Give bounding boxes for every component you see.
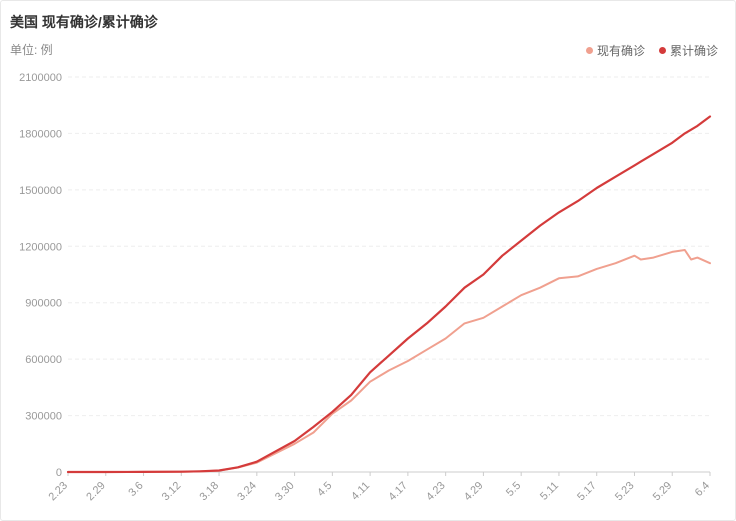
legend-item-cumulative[interactable]: 累计确诊 — [658, 42, 718, 59]
x-tick-label: 5.29 — [651, 480, 675, 504]
x-tick-label: 3.18 — [198, 480, 222, 504]
x-tick-label: 4.11 — [349, 480, 372, 503]
y-tick-label: 300000 — [25, 411, 62, 423]
x-tick-label: 4.17 — [386, 480, 410, 504]
y-tick-label: 600000 — [25, 354, 62, 366]
legend: 现有确诊 累计确诊 — [585, 42, 718, 59]
y-tick-label: 2100000 — [19, 72, 62, 84]
x-tick-label: 3.6 — [126, 480, 145, 499]
x-tick-label: 6.4 — [693, 480, 712, 499]
series-line-current — [67, 249, 711, 473]
y-tick-label: 0 — [56, 467, 62, 479]
y-tick-label: 1200000 — [19, 241, 62, 253]
legend-dot-cumulative — [658, 47, 666, 54]
x-tick-label: 2.29 — [84, 480, 108, 504]
x-tick-label: 3.24 — [235, 480, 259, 504]
x-tick-label: 5.11 — [538, 480, 561, 503]
x-tick-label: 4.5 — [315, 480, 334, 499]
chart-title: 美国 现有确诊/累计确诊 — [10, 14, 158, 30]
legend-dot-current — [585, 47, 593, 54]
legend-item-current[interactable]: 现有确诊 — [585, 42, 645, 59]
legend-label-cumulative: 累计确诊 — [669, 44, 718, 58]
legend-label-current: 现有确诊 — [596, 44, 645, 58]
x-tick-label: 4.23 — [424, 480, 448, 504]
x-tick-label: 5.17 — [575, 480, 599, 504]
x-tick-label: 2.23 — [46, 480, 70, 504]
y-tick-label: 1800000 — [19, 128, 62, 140]
x-tick-label: 3.12 — [160, 480, 184, 504]
x-tick-label: 5.5 — [504, 480, 523, 499]
x-tick-label: 4.29 — [462, 480, 486, 504]
y-tick-label: 900000 — [25, 298, 62, 310]
x-tick-label: 5.23 — [613, 480, 637, 504]
x-tick-label: 3.30 — [273, 480, 297, 504]
series-line-cumulative — [66, 115, 712, 474]
unit-label: 单位: 例 — [10, 43, 53, 57]
y-tick-label: 1500000 — [19, 185, 62, 197]
